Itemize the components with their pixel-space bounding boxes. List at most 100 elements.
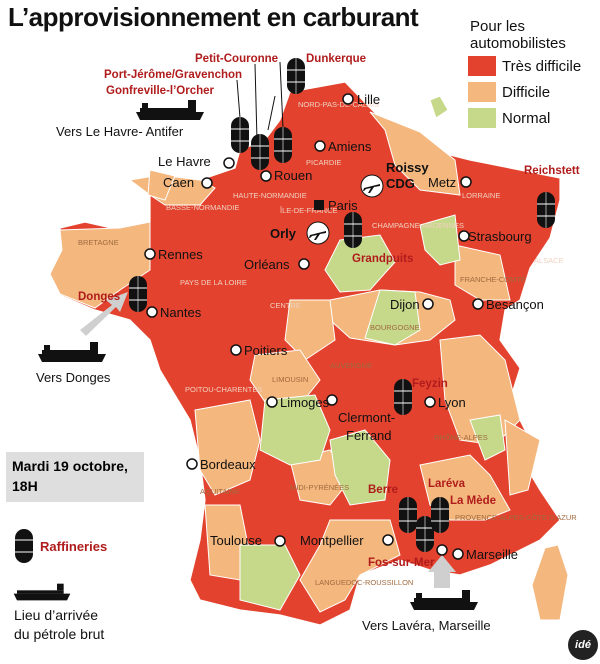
city-label: Limoges bbox=[280, 395, 330, 410]
airport-icon-roissy bbox=[360, 174, 384, 198]
refinery-legend-icon bbox=[15, 529, 33, 563]
ship-icon-marseille bbox=[410, 590, 478, 610]
city-label: Lille bbox=[357, 92, 380, 107]
city-label: Nantes bbox=[160, 305, 202, 320]
region-label: ÎLE-DE-FRANCE bbox=[279, 206, 338, 215]
city-label: Montpellier bbox=[300, 533, 364, 548]
refinery-labels: Petit-Couronne Dunkerque Port-Jérôme/Gra… bbox=[78, 53, 580, 569]
refinery-icon-feyzin bbox=[393, 378, 413, 416]
city-label: Orléans bbox=[244, 257, 290, 272]
legend-swatch-orange bbox=[468, 82, 496, 102]
legend-label: Normal bbox=[502, 109, 551, 127]
legend-item-normal: Normal bbox=[468, 108, 550, 128]
legend-item-tres-difficile: Très difficile bbox=[468, 56, 581, 76]
refinery-label: Feyzin bbox=[412, 378, 448, 390]
city-label: Marseille bbox=[466, 547, 518, 562]
region-label: POITOU-CHARENTES bbox=[185, 385, 262, 394]
legend-swatch-red bbox=[468, 56, 496, 76]
legend-swatch-green bbox=[468, 108, 496, 128]
refinery-icon-donges bbox=[128, 275, 148, 313]
refinery-icon-lamede bbox=[430, 496, 450, 534]
city-label: Poitiers bbox=[244, 343, 288, 358]
refinery-icon-berre bbox=[398, 496, 418, 534]
refineries-legend-label: Raffineries bbox=[40, 538, 108, 554]
legend-label: Difficile bbox=[502, 83, 551, 101]
ship-legend-icon bbox=[13, 583, 71, 601]
region-label: LIMOUSIN bbox=[272, 375, 308, 384]
region-label: BRETAGNE bbox=[78, 238, 119, 247]
refinery-label: Petit-Couronne bbox=[195, 53, 278, 65]
refinery-label: La Mède bbox=[450, 495, 496, 507]
city-label: Amiens bbox=[328, 139, 372, 154]
city-label: Besançon bbox=[486, 297, 544, 312]
legend-title: Pour les automobilistes bbox=[470, 18, 566, 52]
refinery-label: Dunkerque bbox=[306, 53, 366, 65]
ship-icon-donges bbox=[38, 342, 106, 362]
legend-title-line2: automobilistes bbox=[470, 35, 566, 52]
date-line1: Mardi 19 octobre, bbox=[12, 458, 128, 474]
refinery-icon-reichstett bbox=[536, 191, 556, 229]
arrow-donges bbox=[80, 292, 128, 336]
map-title: L’approvisionnement en carburant bbox=[8, 2, 419, 32]
refinery-label: Port-Jérôme/Gravenchon bbox=[104, 69, 242, 81]
arrival-label-le-havre: Vers Le Havre- Antifer bbox=[56, 124, 184, 139]
ship-legend-label: Lieu d’arrivée du pétrole brut bbox=[14, 606, 174, 644]
region-label: PROVENCE-ALPES-CÔTE D’AZUR bbox=[455, 513, 577, 522]
refinery-label: Fos-sur-Mer bbox=[368, 557, 435, 569]
city-label: CDG bbox=[386, 176, 415, 191]
region-label: PICARDIE bbox=[306, 158, 341, 167]
city-label: Roissy bbox=[386, 160, 429, 175]
arrival-label-marseille: Vers Lavéra, Marseille bbox=[362, 618, 491, 633]
region-label: LORRAINE bbox=[462, 191, 500, 200]
airport-icon-orly bbox=[306, 221, 330, 245]
arrival-label-donges: Vers Donges bbox=[36, 370, 111, 385]
date-box: Mardi 19 octobre, 18H bbox=[6, 452, 144, 502]
legend-title-line1: Pour les bbox=[470, 18, 526, 35]
refinery-icon-gonfreville bbox=[250, 133, 270, 171]
corsica bbox=[531, 544, 569, 621]
city-label: Ferrand bbox=[346, 428, 392, 443]
refinery-icon-port-jerome bbox=[230, 116, 250, 154]
region-label: CENTRE bbox=[270, 301, 301, 310]
region-label: NORD-PAS-DE-CALAIS bbox=[298, 100, 379, 109]
refineries-legend: Raffineries bbox=[14, 528, 107, 564]
refinery-label: Laréva bbox=[428, 478, 466, 490]
city-markers bbox=[144, 93, 484, 560]
region-label: BOURGOGNE bbox=[370, 323, 420, 332]
refinery-icon-petit-couronne bbox=[273, 126, 293, 164]
legend-item-difficile: Difficile bbox=[468, 82, 550, 102]
city-label: Paris bbox=[328, 198, 358, 213]
refinery-label: Grandpuits bbox=[352, 253, 413, 265]
city-label: Lyon bbox=[438, 395, 466, 410]
city-label: Strasbourg bbox=[468, 229, 532, 244]
normal-areas bbox=[239, 95, 506, 611]
city-label: Rennes bbox=[158, 247, 203, 262]
city-label: Bordeaux bbox=[200, 457, 256, 472]
paris-marker bbox=[314, 200, 324, 210]
refinery-label: Berre bbox=[368, 484, 398, 496]
city-label: Metz bbox=[428, 175, 456, 190]
region-label: LANGUEDOC-ROUSSILLON bbox=[315, 578, 413, 587]
city-label: Rouen bbox=[274, 168, 312, 183]
region-label: HAUTE-NORMANDIE bbox=[233, 191, 307, 200]
refinery-label: Gonfreville-l’Orcher bbox=[106, 85, 215, 97]
region-label: AQUITAINE bbox=[200, 487, 240, 496]
ship-legend-line2: du pétrole brut bbox=[14, 626, 105, 642]
refinery-icon-grandpuits bbox=[343, 211, 363, 249]
region-label: CHAMPAGNE-ARDENNES bbox=[372, 221, 464, 230]
ship-icon-le-havre bbox=[136, 100, 204, 120]
legend-label: Très difficile bbox=[502, 57, 582, 75]
refinery-icon-dunkerque bbox=[286, 57, 306, 95]
ship-legend-line1: Lieu d’arrivée bbox=[14, 607, 99, 623]
region-label: ALSACE bbox=[534, 256, 564, 265]
region-label: FRANCHE-COMTÉ bbox=[460, 275, 526, 284]
region-label: RHÔNE-ALPES bbox=[434, 433, 488, 442]
city-label: Le Havre bbox=[158, 154, 211, 169]
leader-lines bbox=[236, 61, 284, 141]
region-label: MIDI-PYRÉNÉES bbox=[290, 483, 349, 492]
date-line2: 18H bbox=[12, 478, 38, 494]
publisher-logo: idé bbox=[568, 630, 598, 660]
city-label: Dijon bbox=[390, 297, 420, 312]
arrow-marseille bbox=[428, 555, 456, 588]
